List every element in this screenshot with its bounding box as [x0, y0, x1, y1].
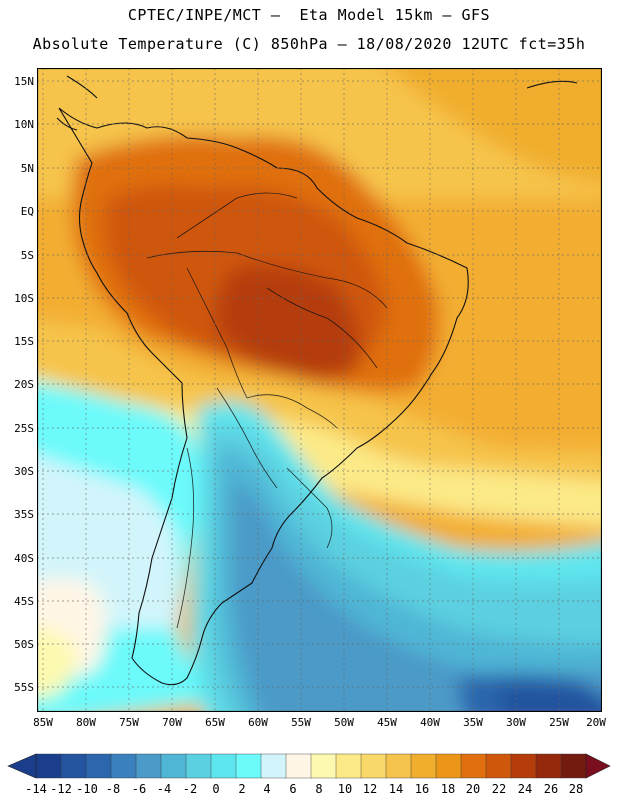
colorbar-cell: [385, 753, 412, 779]
colorbar-cell: [185, 753, 212, 779]
colorbar-label: -6: [131, 782, 147, 796]
colorbar-label: 16: [414, 782, 430, 796]
colorbar-cell: [335, 753, 362, 779]
colorbar-cell: [285, 753, 312, 779]
colorbar-label: 18: [440, 782, 456, 796]
lat-label: 30S: [14, 465, 34, 478]
lon-label: 50W: [334, 716, 354, 729]
lat-label: 10S: [14, 292, 34, 305]
colorbar-label: 12: [362, 782, 378, 796]
lat-label: 45S: [14, 595, 34, 608]
colorbar-cell: [160, 753, 187, 779]
colorbar-label: 14: [388, 782, 404, 796]
colorbar-cell: [310, 753, 337, 779]
lat-label: 10N: [14, 118, 34, 131]
colorbar-label: 26: [543, 782, 559, 796]
colorbar-label: -10: [76, 782, 98, 796]
colorbar-cell: [60, 753, 87, 779]
colorbar-cell: [235, 753, 262, 779]
lat-lon-grid: [37, 68, 602, 712]
colorbar-label: 0: [212, 782, 220, 796]
country-borders: [146, 192, 388, 629]
lat-label: 5N: [20, 162, 34, 175]
colorbar-cell: [360, 753, 387, 779]
colorbar-label: -2: [182, 782, 198, 796]
lat-label: 40S: [14, 552, 34, 565]
colorbar-cell: [435, 753, 462, 779]
colorbar-label: 24: [517, 782, 533, 796]
colorbar-label: 20: [465, 782, 481, 796]
colorbar-label: 2: [238, 782, 246, 796]
colorbar-cell: [410, 753, 437, 779]
colorbar-label: 28: [568, 782, 584, 796]
lon-label: 70W: [162, 716, 182, 729]
colorbar-label: -8: [105, 782, 121, 796]
colorbar-label: 6: [289, 782, 297, 796]
lat-label: 15S: [14, 335, 34, 348]
colorbar-cell: [460, 753, 487, 779]
lon-label: 85W: [33, 716, 53, 729]
colorbar-cell: [135, 753, 162, 779]
colorbar-cell: [110, 753, 137, 779]
colorbar-low-arrow: [7, 753, 37, 779]
lon-label: 75W: [119, 716, 139, 729]
lon-label: 20W: [586, 716, 606, 729]
temperature-colorbar: [7, 753, 611, 779]
lat-label: 20S: [14, 378, 34, 391]
colorbar-label: -14: [25, 782, 47, 796]
chart-subtitle: Absolute Temperature (C) 850hPa — 18/08/…: [32, 35, 586, 53]
lat-label: 5S: [20, 249, 34, 262]
colorbar-cell: [535, 753, 562, 779]
colorbar-label: 10: [337, 782, 353, 796]
lon-label: 30W: [506, 716, 526, 729]
colorbar-label: -4: [156, 782, 172, 796]
colorbar-label: 22: [491, 782, 507, 796]
lat-label: EQ: [20, 205, 34, 218]
lat-label: 35S: [14, 508, 34, 521]
colorbar-label: 4: [263, 782, 271, 796]
colorbar-high-arrow: [585, 753, 611, 779]
colorbar-cell: [560, 753, 587, 779]
colorbar-cell: [260, 753, 287, 779]
lon-label: 40W: [420, 716, 440, 729]
colorbar-label: -12: [50, 782, 72, 796]
colorbar-cell: [510, 753, 537, 779]
colorbar-cell: [35, 753, 62, 779]
colorbar-cell: [85, 753, 112, 779]
lon-label: 65W: [205, 716, 225, 729]
lon-label: 35W: [463, 716, 483, 729]
lat-label: 55S: [14, 681, 34, 694]
colorbar-cell: [210, 753, 237, 779]
lat-label: 15N: [14, 75, 34, 88]
colorbar-cell: [485, 753, 512, 779]
lat-label: 50S: [14, 638, 34, 651]
lon-label: 60W: [248, 716, 268, 729]
lat-label: 25S: [14, 422, 34, 435]
lon-label: 45W: [377, 716, 397, 729]
chart-title: CPTEC/INPE/MCT — Eta Model 15km — GFS: [127, 6, 491, 24]
colorbar-label: 8: [315, 782, 323, 796]
temperature-map: [37, 68, 602, 712]
coastline-outline: [56, 75, 578, 686]
lon-label: 25W: [549, 716, 569, 729]
lon-label: 55W: [291, 716, 311, 729]
lon-label: 80W: [76, 716, 96, 729]
